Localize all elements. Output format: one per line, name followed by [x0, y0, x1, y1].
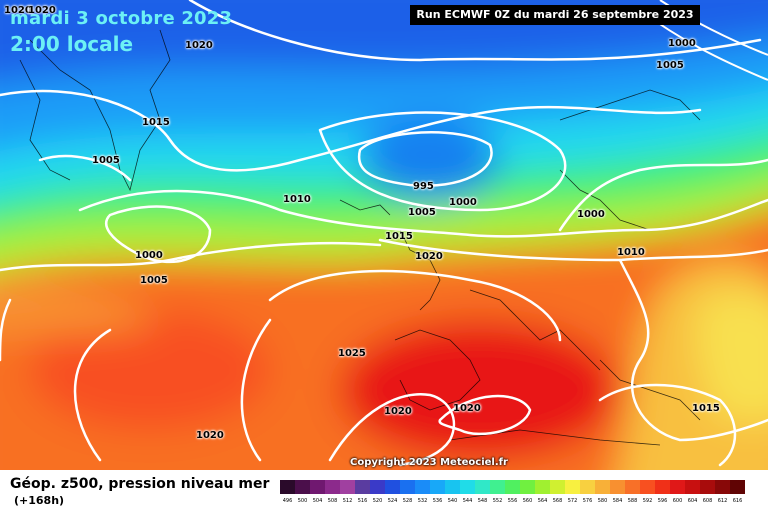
- isobar-label: 1005: [140, 275, 168, 286]
- color-swatch: [595, 480, 610, 494]
- color-scale-tick: 500: [297, 498, 308, 504]
- color-swatch: [325, 480, 340, 494]
- color-scale-tick: 512: [342, 498, 353, 504]
- geopotential-map: [0, 0, 768, 470]
- color-swatch: [445, 480, 460, 494]
- isobar-label: 1010: [283, 194, 311, 205]
- color-swatch: [355, 480, 370, 494]
- color-swatch: [460, 480, 475, 494]
- model-run-label: Run ECMWF 0Z du mardi 26 septembre 2023: [410, 5, 700, 25]
- color-field: [0, 0, 768, 470]
- forecast-lead: (+168h): [14, 494, 65, 507]
- color-swatch: [340, 480, 355, 494]
- isobar-label: 1020: [384, 406, 412, 417]
- color-swatch: [685, 480, 700, 494]
- color-swatch: [490, 480, 505, 494]
- color-scale-tick: 588: [627, 498, 638, 504]
- color-scale-ticks: 496 500 504 508 512 516 520 524 528 532 536 540 544 5…: [280, 498, 745, 508]
- color-scale-tick: 548: [477, 498, 488, 504]
- color-scale-tick: 552: [492, 498, 503, 504]
- color-scale-tick: 584: [612, 498, 623, 504]
- isobar-label: 1020: [28, 5, 56, 16]
- isobar-label: 1020: [4, 5, 32, 16]
- color-swatch: [730, 480, 745, 494]
- isobar-label: 1020: [415, 251, 443, 262]
- color-scale-tick: 524: [387, 498, 398, 504]
- copyright-notice: Copyright 2023 Meteociel.fr: [350, 457, 508, 468]
- color-scale-tick: 600: [672, 498, 683, 504]
- color-scale: [280, 480, 745, 494]
- color-scale-tick: 576: [582, 498, 593, 504]
- color-swatch: [295, 480, 310, 494]
- isobar-label: 1000: [668, 38, 696, 49]
- color-scale-tick: 616: [732, 498, 743, 504]
- color-scale-tick: 560: [522, 498, 533, 504]
- color-scale-tick: 596: [657, 498, 668, 504]
- isobar-label: 1015: [142, 117, 170, 128]
- color-scale-tick: 572: [567, 498, 578, 504]
- color-scale-tick: 508: [327, 498, 338, 504]
- color-swatch: [715, 480, 730, 494]
- color-scale-tick: 612: [717, 498, 728, 504]
- color-swatch: [430, 480, 445, 494]
- isobar-label: 1000: [449, 197, 477, 208]
- color-swatch: [370, 480, 385, 494]
- color-swatch: [310, 480, 325, 494]
- isobar-label: 1020: [185, 40, 213, 51]
- color-scale-tick: 540: [447, 498, 458, 504]
- color-scale-tick: 608: [702, 498, 713, 504]
- color-scale-tick: 504: [312, 498, 323, 504]
- legend-bar: Géop. z500, pression niveau mer (+168h) …: [0, 470, 768, 512]
- color-scale-tick: 496: [282, 498, 293, 504]
- isobar-label: 1000: [577, 209, 605, 220]
- color-scale-tick: 580: [597, 498, 608, 504]
- isobar-label: 1005: [408, 207, 436, 218]
- color-swatch: [640, 480, 655, 494]
- color-swatch: [280, 480, 295, 494]
- color-swatch: [385, 480, 400, 494]
- isobar-label: 1015: [692, 403, 720, 414]
- isobar-label: 1000: [135, 250, 163, 261]
- color-swatch: [400, 480, 415, 494]
- map-title: Géop. z500, pression niveau mer: [10, 476, 270, 492]
- color-swatch: [655, 480, 670, 494]
- color-swatch: [700, 480, 715, 494]
- isobar-label: 1015: [385, 231, 413, 242]
- isobar-label: 1005: [656, 60, 684, 71]
- color-swatch: [565, 480, 580, 494]
- color-scale-tick: 520: [372, 498, 383, 504]
- isobar-label: 1010: [617, 247, 645, 258]
- color-scale-tick: 532: [417, 498, 428, 504]
- color-scale-tick: 568: [552, 498, 563, 504]
- isobar-label: 995: [413, 181, 434, 192]
- forecast-time: 2:00 locale: [10, 32, 134, 56]
- color-swatch: [505, 480, 520, 494]
- color-swatch: [475, 480, 490, 494]
- isobar-label: 1020: [196, 430, 224, 441]
- color-scale-tick: 556: [507, 498, 518, 504]
- color-scale-tick: 564: [537, 498, 548, 504]
- color-swatch: [610, 480, 625, 494]
- color-scale-tick: 604: [687, 498, 698, 504]
- color-swatch: [580, 480, 595, 494]
- color-swatch: [520, 480, 535, 494]
- coastlines: [19, 29, 701, 446]
- isobar-label: 1025: [338, 348, 366, 359]
- color-scale-tick: 536: [432, 498, 443, 504]
- color-swatch: [625, 480, 640, 494]
- isobar-label: 1020: [453, 403, 481, 414]
- color-swatch: [535, 480, 550, 494]
- isobars: [0, 0, 768, 465]
- color-scale-tick: 528: [402, 498, 413, 504]
- forecast-date: mardi 3 octobre 2023: [10, 8, 233, 29]
- color-scale-tick: 592: [642, 498, 653, 504]
- color-swatch: [670, 480, 685, 494]
- color-scale-tick: 516: [357, 498, 368, 504]
- color-swatch: [415, 480, 430, 494]
- color-scale-tick: 544: [462, 498, 473, 504]
- isobar-label: 1005: [92, 155, 120, 166]
- color-swatch: [550, 480, 565, 494]
